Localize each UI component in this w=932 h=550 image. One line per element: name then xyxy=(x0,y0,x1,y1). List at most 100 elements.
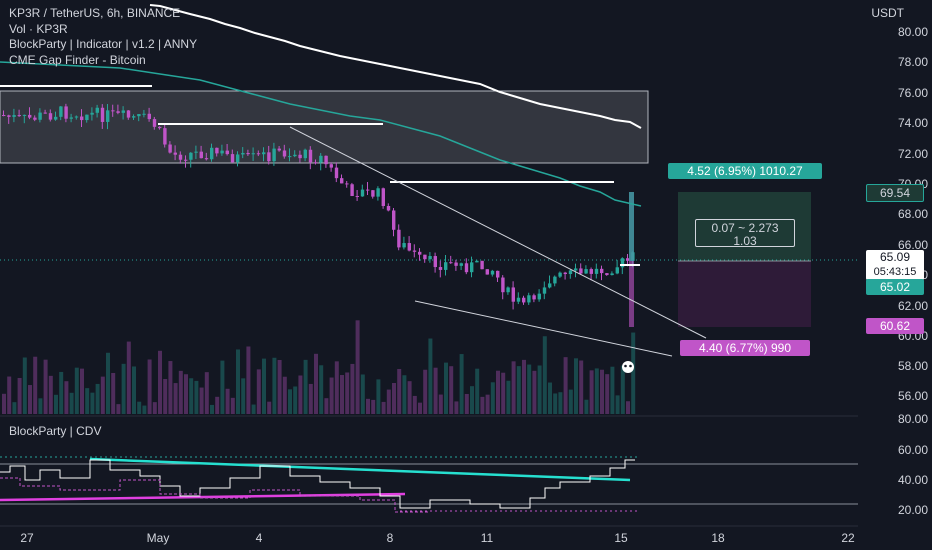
volume-bar xyxy=(418,402,422,414)
volume-bar xyxy=(397,369,402,414)
candle-body xyxy=(303,149,307,159)
candle-body xyxy=(418,251,422,255)
white-trend-line xyxy=(149,4,642,129)
candle-body xyxy=(204,158,209,160)
volume-bar xyxy=(189,378,194,414)
volume-bar xyxy=(371,399,376,414)
candle-body xyxy=(371,190,375,197)
candle-body xyxy=(480,260,484,270)
volume-bar xyxy=(449,366,454,414)
candle-body xyxy=(615,267,619,274)
entry-price-tag: 65.02 xyxy=(866,279,924,295)
candle-body xyxy=(298,154,302,159)
candle-body xyxy=(438,267,443,270)
candle-body xyxy=(282,150,287,157)
volume-bar xyxy=(329,377,334,414)
candle-body xyxy=(485,269,489,275)
candle-body xyxy=(454,262,458,266)
candle-body xyxy=(230,154,235,163)
candle-body xyxy=(355,196,359,198)
volume-bar xyxy=(392,382,396,414)
candle-body xyxy=(407,243,411,251)
volume-bar xyxy=(631,332,636,414)
volume-bar xyxy=(600,369,604,414)
volume-bar xyxy=(459,354,464,414)
candle-body xyxy=(178,154,183,160)
time-tick-label: 4 xyxy=(255,531,263,545)
volume-bar xyxy=(277,359,282,414)
volume-bar xyxy=(574,358,578,414)
candle-body xyxy=(74,116,79,118)
loss-label[interactable]: 4.40 (6.77%) 990 xyxy=(680,340,810,356)
volume-bar xyxy=(251,404,256,414)
volume-bar xyxy=(433,367,438,414)
candle-body xyxy=(605,273,609,276)
volume-bar xyxy=(626,401,630,414)
volume-bar xyxy=(220,360,225,414)
bot-icon[interactable] xyxy=(622,361,634,373)
indicator-legend-2[interactable]: CME Gap Finder - Bitcoin xyxy=(9,52,146,67)
candle-body xyxy=(626,258,630,261)
volume-bar xyxy=(454,401,459,414)
time-tick-label: May xyxy=(146,531,170,545)
cdv-teal-trend xyxy=(89,457,631,482)
candle-body xyxy=(246,152,250,155)
volume-bar xyxy=(579,360,584,414)
volume-bar xyxy=(490,382,495,414)
volume-bar xyxy=(282,376,287,414)
cdv-pane-title[interactable]: BlockParty | CDV xyxy=(9,424,102,438)
candle-body xyxy=(464,263,469,273)
candle-body xyxy=(48,113,53,120)
candle-body xyxy=(433,256,437,268)
volume-bar xyxy=(293,386,298,414)
candle-body xyxy=(241,152,245,155)
candle-body xyxy=(132,116,136,118)
volume-bar xyxy=(340,375,344,414)
candle-body xyxy=(272,148,276,162)
candle-body xyxy=(277,148,281,151)
volume-bar xyxy=(69,392,74,414)
volume-bar xyxy=(22,357,27,414)
symbol-title[interactable]: KP3R / TetherUS, 6h, BINANCE xyxy=(9,6,181,20)
volume-bar xyxy=(511,361,516,414)
volume-bar xyxy=(496,370,500,414)
time-tick-label: 11 xyxy=(480,531,494,545)
candle-body xyxy=(59,106,63,117)
price-tick-label: 68.00 xyxy=(897,207,928,221)
volume-bar xyxy=(132,366,136,414)
volume-bar xyxy=(485,394,490,414)
volume-bar xyxy=(225,388,230,414)
currency-label[interactable]: USDT xyxy=(871,6,904,20)
indicator-legend-1[interactable]: BlockParty | Indicator | v1.2 | ANNY xyxy=(9,37,198,51)
candle-body xyxy=(95,107,99,113)
volume-bar xyxy=(589,370,594,414)
time-tick-label: 15 xyxy=(614,531,628,545)
price-tick-label: 74.00 xyxy=(897,116,928,130)
volume-bar xyxy=(184,374,188,414)
volume-bar xyxy=(111,372,116,414)
volume-bar xyxy=(480,396,485,414)
profit-label[interactable]: 4.52 (6.95%) 1010.27 xyxy=(668,163,822,179)
volume-bar xyxy=(80,368,84,414)
volume-bar xyxy=(215,396,220,414)
volume-legend[interactable]: Vol · KP3R xyxy=(9,21,68,36)
risk-reward-line-1: 0.07 ~ 2.273 xyxy=(711,221,779,235)
candle-body xyxy=(376,188,380,197)
candle-body xyxy=(251,153,255,155)
candles xyxy=(2,103,635,327)
candle-body xyxy=(152,119,157,127)
risk-reward-label[interactable]: 0.07 ~ 2.273 1.03 xyxy=(695,219,795,248)
candle-body xyxy=(574,268,578,271)
volume-bar xyxy=(48,375,53,414)
price-tick-label: 76.00 xyxy=(897,86,928,100)
volume-bar xyxy=(100,376,105,414)
candle-body xyxy=(22,114,27,116)
candle-body xyxy=(64,106,68,119)
volume-bar xyxy=(236,349,240,414)
price-tick-label: 56.00 xyxy=(897,389,928,403)
volume-bar xyxy=(355,320,360,414)
candle-body xyxy=(111,110,115,112)
volume-bar xyxy=(28,385,32,414)
volume-bar xyxy=(324,398,329,414)
